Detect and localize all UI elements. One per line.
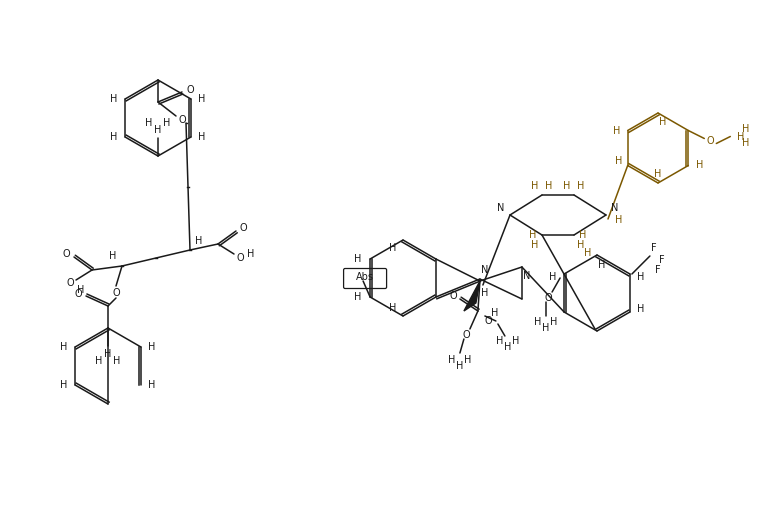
Text: H: H	[113, 356, 120, 366]
Text: O: O	[74, 289, 82, 299]
Text: N: N	[523, 271, 530, 281]
Text: H: H	[164, 118, 171, 128]
Text: H: H	[742, 139, 749, 149]
Text: H: H	[389, 243, 397, 253]
Text: H: H	[534, 317, 542, 327]
Text: H: H	[95, 356, 103, 366]
Text: F: F	[659, 255, 665, 265]
Text: H: H	[481, 288, 489, 298]
Text: H: H	[613, 125, 621, 135]
Text: O: O	[462, 330, 469, 340]
Text: H: H	[148, 380, 156, 390]
Text: H: H	[577, 240, 584, 250]
Text: H: H	[545, 181, 553, 191]
Text: Abs: Abs	[356, 272, 374, 282]
Text: O: O	[484, 316, 492, 326]
Text: H: H	[60, 380, 68, 390]
Text: O: O	[63, 249, 69, 259]
Text: H: H	[615, 215, 623, 225]
Text: H: H	[550, 317, 558, 327]
Text: H: H	[531, 240, 539, 250]
Text: H: H	[60, 342, 68, 352]
Text: H: H	[736, 131, 744, 142]
Text: H: H	[584, 248, 591, 258]
Text: H: H	[449, 355, 455, 365]
Text: F: F	[651, 243, 657, 253]
Text: O: O	[178, 115, 186, 125]
Text: H: H	[504, 342, 512, 352]
Text: H: H	[637, 272, 645, 282]
Text: H: H	[512, 336, 520, 346]
Text: H: H	[496, 336, 503, 346]
Text: H: H	[615, 155, 622, 165]
Text: H: H	[198, 132, 205, 142]
Text: N: N	[481, 265, 489, 275]
Text: O: O	[112, 288, 120, 298]
Text: O: O	[544, 293, 552, 303]
Text: H: H	[543, 323, 550, 333]
Text: H: H	[110, 251, 117, 261]
Text: H: H	[530, 230, 537, 240]
Text: H: H	[531, 181, 539, 191]
Text: H: H	[598, 260, 606, 270]
Text: H: H	[154, 125, 161, 135]
Text: H: H	[637, 304, 645, 314]
Text: H: H	[577, 181, 584, 191]
Text: H: H	[145, 118, 153, 128]
Text: H: H	[354, 254, 362, 264]
Text: H: H	[579, 230, 587, 240]
Text: N: N	[611, 203, 618, 213]
Text: H: H	[696, 161, 703, 171]
Text: H: H	[77, 285, 85, 295]
Text: N: N	[497, 203, 505, 213]
Text: O: O	[236, 253, 244, 263]
Text: H: H	[104, 349, 112, 359]
Text: H: H	[564, 181, 571, 191]
Polygon shape	[464, 281, 480, 311]
Text: O: O	[239, 223, 247, 233]
Text: O: O	[449, 291, 457, 301]
Text: H: H	[742, 124, 749, 134]
Text: H: H	[491, 308, 499, 318]
Text: H: H	[247, 249, 255, 259]
Text: H: H	[389, 303, 397, 313]
Text: H: H	[464, 355, 472, 365]
Text: O: O	[706, 136, 714, 146]
Text: H: H	[456, 361, 464, 371]
Text: H: H	[110, 94, 118, 104]
Text: H: H	[148, 342, 156, 352]
Text: O: O	[66, 278, 74, 288]
Text: H: H	[550, 272, 557, 282]
Text: H: H	[354, 292, 362, 302]
Text: F: F	[655, 265, 661, 275]
Text: H: H	[110, 132, 118, 142]
Text: H: H	[198, 94, 205, 104]
Text: H: H	[659, 117, 667, 127]
Text: H: H	[655, 169, 662, 179]
Text: O: O	[186, 85, 194, 95]
Text: H: H	[195, 236, 203, 246]
